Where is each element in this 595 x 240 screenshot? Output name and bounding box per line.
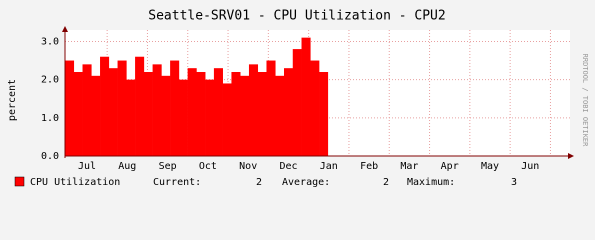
x-tick-label: Aug <box>118 161 136 172</box>
legend-swatch <box>14 176 25 187</box>
area-segment <box>135 56 145 156</box>
area-segment <box>170 60 180 156</box>
area-segment <box>310 60 320 156</box>
chart: Seattle-SRV01 - CPU Utilization - CPU2 p… <box>7 8 589 188</box>
x-axis-arrow <box>568 153 574 159</box>
y-tick-label: 3.0 <box>41 36 59 47</box>
x-tick-label: Nov <box>239 161 257 172</box>
stat-value: 2 <box>256 177 262 188</box>
area-segment <box>257 72 267 156</box>
area-segment <box>73 72 83 156</box>
area-segment <box>319 72 329 156</box>
y-tick-label: 0.0 <box>41 151 59 162</box>
area-segment <box>248 64 259 156</box>
chart-title: Seattle-SRV01 - CPU Utilization - CPU2 <box>148 9 445 24</box>
area-segment <box>266 60 276 156</box>
stat-value: 2 <box>383 177 389 188</box>
area-segment <box>222 83 232 156</box>
area-segment <box>301 37 311 156</box>
area-segment <box>152 64 162 156</box>
area-segment <box>284 68 294 156</box>
area-segment <box>91 75 101 156</box>
area-segment <box>117 60 127 156</box>
side-note: RRDTOOL / TOBI OETIKER <box>581 54 589 148</box>
x-tick-label: Jun <box>521 161 539 172</box>
x-tick-label: Oct <box>199 161 217 172</box>
stat-label: Average: <box>282 177 330 188</box>
y-tick-label: 1.0 <box>41 113 59 124</box>
area-segment <box>126 79 136 156</box>
x-tick-label: Apr <box>441 161 459 172</box>
x-tick-label: Feb <box>360 161 378 172</box>
y-axis-label: percent <box>7 79 18 121</box>
area-segment <box>292 49 302 156</box>
area-segment <box>240 75 250 156</box>
stat-label: Maximum: <box>407 177 455 188</box>
x-tick-label: Jan <box>320 161 338 172</box>
area-segment <box>275 75 285 156</box>
area-segment <box>108 68 118 156</box>
x-tick-label: Dec <box>279 161 297 172</box>
area-segment <box>196 72 206 156</box>
x-tick-label: Sep <box>159 161 177 172</box>
area-segment <box>205 79 215 156</box>
area-segment <box>100 56 110 156</box>
x-tick-label: Jul <box>78 161 96 172</box>
stat-value: 3 <box>511 177 517 188</box>
area-segment <box>178 79 188 156</box>
legend-label: CPU Utilization <box>30 177 120 188</box>
area-segment <box>231 72 241 156</box>
area-segment <box>143 72 153 156</box>
y-axis-arrow <box>62 26 68 32</box>
area-segment <box>213 68 223 156</box>
x-tick-label: Mar <box>400 161 418 172</box>
y-tick-label: 2.0 <box>41 75 59 86</box>
stat-label: Current: <box>153 177 201 188</box>
x-tick-label: May <box>481 161 499 172</box>
area-segment <box>65 60 75 156</box>
area-segment <box>187 68 197 156</box>
area-segment <box>161 75 171 156</box>
area-segment <box>82 64 92 156</box>
